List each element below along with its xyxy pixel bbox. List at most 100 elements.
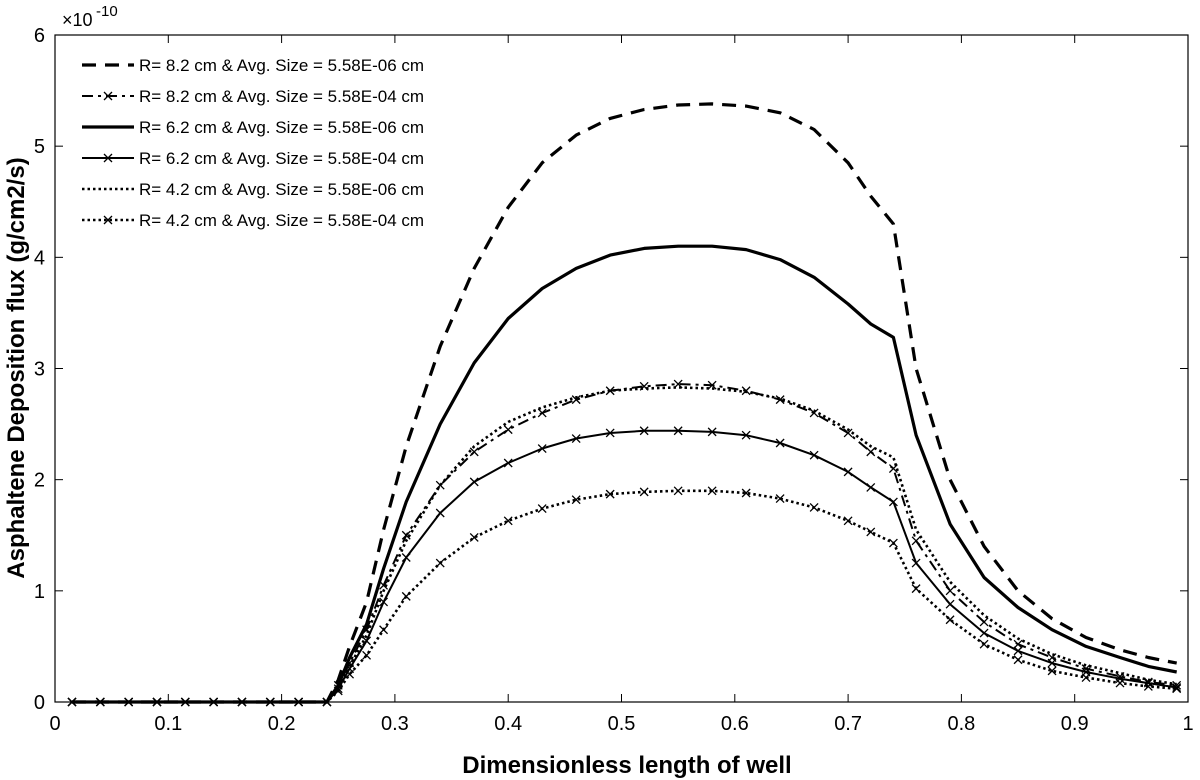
x-tick-label: 1 [1182,713,1193,735]
y-tick-label: 6 [34,25,45,47]
series-marker [435,558,445,568]
series-marker [673,426,683,436]
series-marker [741,488,751,498]
x-tick-label: 0.8 [947,713,975,735]
series-marker [362,650,372,660]
series-marker [503,516,513,526]
y-tick-label: 3 [34,359,45,381]
series-marker [979,617,989,627]
legend-marker [103,91,113,101]
series-marker [775,494,785,504]
series-marker [843,467,853,477]
series-marker [180,697,190,707]
series-marker [866,447,876,457]
series-marker [571,495,581,505]
y-tick-label: 4 [34,247,45,269]
legend-item-3: R= 6.2 cm & Avg. Size = 5.58E-06 cm [82,118,424,137]
y-tick-label: 5 [34,136,45,158]
series-marker [537,444,547,453]
series-marker [237,697,247,707]
x-tick-label: 0.5 [608,713,636,735]
series-marker [673,486,683,496]
series-marker [379,597,389,607]
series-marker [1047,666,1057,676]
y-tick-label: 2 [34,470,45,492]
series-marker [979,639,989,649]
series-1 [72,102,1178,704]
series-marker [537,408,547,418]
legend-label: R= 6.2 cm & Avg. Size = 5.58E-04 cm [139,149,424,168]
legend-marker [103,153,113,163]
y-tick-label: 1 [34,581,45,603]
legend-label: R= 8.2 cm & Avg. Size = 5.58E-04 cm [139,87,424,106]
x-tick-label: 0.7 [834,713,862,735]
series-marker [469,447,479,457]
series-marker [124,697,134,707]
series-marker [401,553,411,562]
series-marker [707,427,717,437]
series-marker [707,486,717,496]
series-marker [1081,673,1091,683]
legend-item-5: R= 4.2 cm & Avg. Size = 5.58E-06 cm [82,180,424,199]
legend-label: R= 6.2 cm & Avg. Size = 5.58E-06 cm [139,118,424,137]
series-6 [67,486,1182,707]
series-marker [605,428,615,438]
series-marker [1047,658,1057,668]
series-marker [435,508,445,518]
series-marker [537,504,547,514]
series-marker [911,536,921,546]
series-marker [945,615,955,625]
series-marker [866,527,876,537]
legend-item-6: R= 4.2 cm & Avg. Size = 5.58E-04 cm [82,211,424,230]
series-marker [571,434,581,443]
series-marker [294,697,304,707]
series-marker [1172,684,1182,694]
series-marker [401,530,411,540]
series-marker [888,464,898,474]
series-group [67,102,1182,707]
series-marker [888,538,898,548]
x-axis-title: Dimensionless length of well [462,752,791,779]
series-marker [911,558,921,568]
y-exponent-power: -10 [96,3,118,20]
y-tick-label: 0 [34,692,45,714]
legend-item-2: R= 8.2 cm & Avg. Size = 5.58E-04 cm [82,87,424,106]
series-marker [605,386,615,396]
series-marker [571,395,581,405]
series-marker [945,599,955,609]
x-tick-label: 0 [49,713,60,735]
y-exponent-multiplier: ×10 [62,10,93,30]
x-tick-label: 0.1 [154,713,182,735]
series-marker [843,516,853,526]
series-marker [888,497,898,507]
series-marker [605,489,615,499]
series-marker [503,425,513,435]
legend-item-4: R= 6.2 cm & Avg. Size = 5.58E-04 cm [82,149,424,168]
series-marker [469,533,479,542]
series-marker [775,438,785,448]
series-marker [322,697,332,707]
series-marker [362,636,372,646]
x-tick-label: 0.2 [268,713,296,735]
series-marker [809,408,819,418]
series-marker [741,430,751,440]
series-marker [379,625,389,635]
legend-label: R= 4.2 cm & Avg. Size = 5.58E-04 cm [139,211,424,230]
legend-item-1: R= 8.2 cm & Avg. Size = 5.58E-06 cm [82,56,424,75]
series-marker [639,426,649,436]
y-axis-title: Asphaltene Deposition flux (g/cm2/s) [3,157,30,578]
legend-label: R= 4.2 cm & Avg. Size = 5.58E-06 cm [139,180,424,199]
series-marker [866,482,876,492]
x-tick-label: 0.6 [721,713,749,735]
series-marker [1013,639,1023,649]
series-line [72,383,1177,703]
series-marker [1115,678,1125,688]
series-5 [72,386,1177,704]
series-marker [401,591,411,601]
legend: R= 8.2 cm & Avg. Size = 5.58E-06 cm R= 8.… [82,56,424,230]
series-marker [1143,678,1153,688]
series-marker [945,586,955,596]
series-marker [639,487,649,497]
series-marker [152,697,162,707]
